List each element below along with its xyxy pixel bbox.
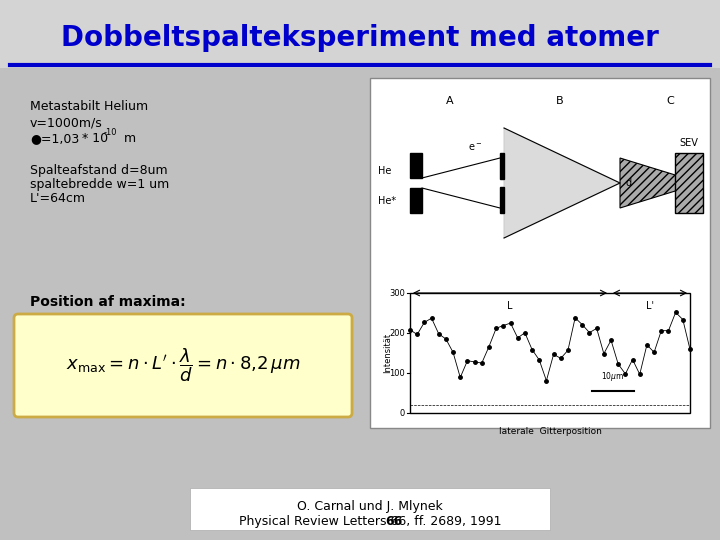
Text: laterale  Gitterposition: laterale Gitterposition [498, 427, 601, 436]
FancyBboxPatch shape [14, 314, 352, 417]
Text: 200: 200 [390, 328, 405, 338]
Polygon shape [620, 158, 685, 208]
Text: SEV: SEV [680, 138, 698, 148]
Bar [0, 0, 720, 68]
Text: 66: 66 [386, 515, 403, 528]
Text: $x_{\mathrm{max}} = n \cdot L' \cdot \dfrac{\lambda}{d} = n \cdot 8{,}2\,\mu m$: $x_{\mathrm{max}} = n \cdot L' \cdot \df… [66, 347, 300, 384]
Bar [190, 488, 550, 530]
Text: 100: 100 [390, 368, 405, 377]
Text: O. Carnal und J. Mlynek: O. Carnal und J. Mlynek [297, 500, 443, 513]
Bar [370, 78, 710, 428]
Text: d: d [625, 178, 631, 188]
Polygon shape [504, 128, 620, 238]
Text: L: L [508, 301, 513, 311]
Text: 0: 0 [400, 408, 405, 417]
Bar [410, 293, 690, 413]
Text: He: He [378, 166, 392, 176]
Bar [675, 153, 703, 213]
Text: Intensität: Intensität [384, 333, 392, 373]
Text: -10: -10 [104, 128, 117, 137]
Text: Dobbeltspalteksperiment med atomer: Dobbeltspalteksperiment med atomer [61, 24, 659, 52]
Text: B: B [556, 96, 564, 106]
Text: Physical Review Letters 66, ff. 2689, 1991: Physical Review Letters 66, ff. 2689, 19… [239, 515, 501, 528]
Text: He*: He* [378, 196, 396, 206]
Text: L': L' [646, 301, 654, 311]
Text: Physical Review Letters   , ff. 2689, 1991: Physical Review Letters , ff. 2689, 1991 [243, 514, 498, 527]
Text: A: A [446, 96, 454, 106]
Text: spaltebredde w=1 um: spaltebredde w=1 um [30, 178, 169, 191]
Text: Position af maxima:: Position af maxima: [30, 295, 186, 309]
Text: 10$\mu$m: 10$\mu$m [601, 370, 625, 383]
Bar [410, 153, 422, 178]
Text: v=1000m/s: v=1000m/s [30, 116, 103, 129]
Bar [500, 187, 504, 213]
Text: C: C [666, 96, 674, 106]
Text: L'=64cm: L'=64cm [30, 192, 86, 205]
Text: Spalteafstand d=8um: Spalteafstand d=8um [30, 164, 168, 177]
Text: e$^-$: e$^-$ [468, 142, 482, 153]
Bar [500, 153, 504, 179]
Text: m: m [120, 132, 136, 145]
Text: * 10: * 10 [82, 132, 108, 145]
Text: 300: 300 [389, 288, 405, 298]
Bar [410, 188, 422, 213]
Text: Metastabilt Helium: Metastabilt Helium [30, 100, 148, 113]
Text: ●=1,03: ●=1,03 [30, 132, 79, 145]
